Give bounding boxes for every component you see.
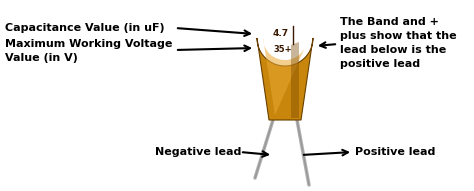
Text: lead below is the: lead below is the xyxy=(340,45,446,55)
Polygon shape xyxy=(257,38,313,120)
Text: Positive lead: Positive lead xyxy=(355,147,436,157)
Polygon shape xyxy=(263,38,305,115)
Polygon shape xyxy=(291,42,299,118)
Text: positive lead: positive lead xyxy=(340,59,420,69)
Text: Capacitance Value (in uF): Capacitance Value (in uF) xyxy=(5,23,164,33)
Text: plus show that the: plus show that the xyxy=(340,31,456,41)
Text: Value (in V): Value (in V) xyxy=(5,53,78,63)
Text: Negative lead: Negative lead xyxy=(155,147,241,157)
Text: The Band and +: The Band and + xyxy=(340,17,439,27)
Text: 4.7: 4.7 xyxy=(273,29,289,39)
Text: Maximum Working Voltage: Maximum Working Voltage xyxy=(5,39,173,49)
Text: 35+: 35+ xyxy=(273,45,292,53)
